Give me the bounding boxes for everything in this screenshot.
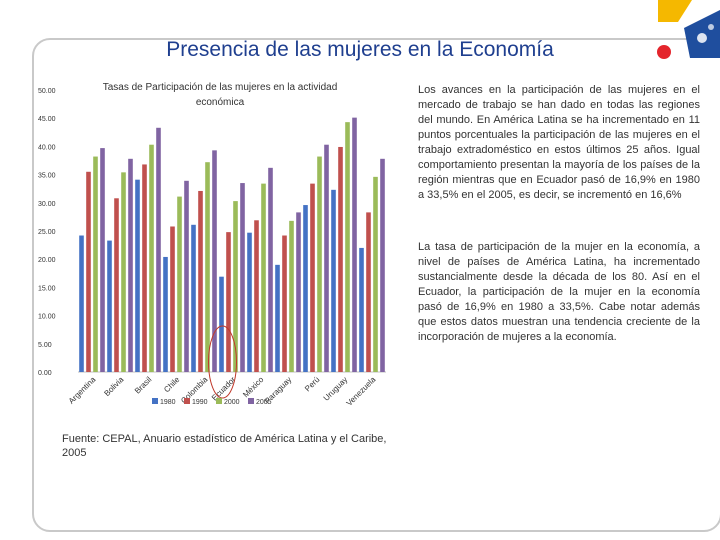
bar-2005-colombia	[212, 150, 217, 372]
y-tick-label: 20.00	[38, 257, 56, 264]
bar-1980-méxico	[247, 232, 252, 372]
bar-1980-argentina	[79, 235, 84, 372]
x-category-label: Uruguay	[322, 375, 350, 403]
bar-1990-perú	[310, 183, 315, 372]
x-category-label: Argentina	[67, 375, 98, 406]
bar-1990-méxico	[254, 220, 259, 372]
ecuador-highlight-circle	[208, 325, 237, 399]
y-tick-label: 45.00	[38, 116, 56, 123]
x-category-label: Perú	[303, 375, 321, 393]
y-tick-label: 30.00	[38, 201, 56, 208]
bar-1980-brasil	[135, 179, 140, 372]
x-category-label: Bolivia	[102, 375, 125, 398]
legend-label-1990: 1990	[192, 399, 208, 406]
participation-bar-chart: 0.00 5.00 10.00 15.00 20.00 25.00 30.00 35.00 40…	[38, 88, 386, 408]
legend-swatch-2000	[216, 398, 222, 404]
legend-label-2005: 2005	[256, 399, 272, 406]
bar-2000-perú	[317, 156, 322, 372]
y-tick-label: 10.00	[38, 314, 56, 321]
bar-1980-uruguay	[331, 189, 336, 372]
bar-1990-argentina	[86, 171, 91, 372]
bar-2000-uruguay	[345, 122, 350, 372]
bar-1980-ecuador	[219, 276, 224, 372]
paragraph-2: La tasa de participación de la mujer en …	[418, 241, 700, 343]
bar-2005-chile	[184, 180, 189, 372]
x-category-label: Chile	[162, 375, 182, 395]
bar-1990-brasil	[142, 164, 147, 372]
x-category-label: México	[241, 375, 266, 400]
bar-2005-argentina	[100, 148, 105, 372]
bar-1980-perú	[303, 205, 308, 372]
legend-swatch-1980	[152, 398, 158, 404]
legend-swatch-2005	[248, 398, 254, 404]
bar-2000-méxico	[261, 183, 266, 372]
bar-1990-venezuela	[366, 212, 371, 372]
bar-2005-bolivia	[128, 158, 133, 372]
x-category-label: Brasil	[133, 375, 154, 396]
chart-title: Tasas de Participación de las mujeres en…	[102, 82, 338, 108]
bar-1990-uruguay	[338, 146, 343, 372]
bar-2005-méxico	[268, 167, 273, 372]
bar-1980-venezuela	[359, 247, 364, 372]
bar-2005-perú	[324, 144, 329, 372]
legend-swatch-1990	[184, 398, 190, 404]
y-tick-label: 0.00	[38, 370, 52, 377]
bar-2000-venezuela	[373, 176, 378, 372]
y-tick-label: 15.00	[38, 285, 56, 292]
bar-1980-chile	[163, 256, 168, 372]
y-tick-label: 35.00	[38, 173, 56, 180]
legend-label-1980: 1980	[160, 399, 176, 406]
source-note: Fuente: CEPAL, Anuario estadístico de Am…	[62, 433, 387, 459]
bar-2000-paraguay	[289, 220, 294, 372]
bar-1980-bolivia	[107, 240, 112, 372]
bar-2005-brasil	[156, 127, 161, 372]
bar-2005-ecuador	[240, 183, 245, 372]
bar-2000-ecuador	[233, 201, 238, 372]
bar-1980-paraguay	[275, 264, 280, 372]
bar-1990-colombia	[198, 190, 203, 372]
bar-2000-colombia	[205, 162, 210, 372]
bar-2000-brasil	[149, 144, 154, 372]
y-tick-label: 5.00	[38, 342, 52, 349]
bar-2005-paraguay	[296, 212, 301, 372]
slide-frame	[32, 38, 720, 532]
legend-label-2000: 2000	[224, 399, 240, 406]
y-tick-label: 50.00	[38, 88, 56, 95]
bar-1990-chile	[170, 226, 175, 372]
logo-icon	[657, 0, 720, 59]
bar-1990-ecuador	[226, 232, 231, 372]
bar-2000-bolivia	[121, 172, 126, 372]
x-category-label: Venezuela	[345, 375, 378, 408]
bar-1990-bolivia	[114, 198, 119, 372]
bar-2005-venezuela	[380, 158, 385, 372]
bar-2000-argentina	[93, 156, 98, 372]
slide-title: Presencia de las mujeres en la Economía	[166, 38, 554, 61]
paragraph-1: Los avances en la participación de las m…	[418, 84, 700, 201]
bar-1990-paraguay	[282, 235, 287, 372]
y-tick-label: 25.00	[38, 229, 56, 236]
y-tick-label: 40.00	[38, 144, 56, 151]
bar-2005-uruguay	[352, 117, 357, 372]
bar-1980-colombia	[191, 224, 196, 372]
bar-2000-chile	[177, 196, 182, 372]
